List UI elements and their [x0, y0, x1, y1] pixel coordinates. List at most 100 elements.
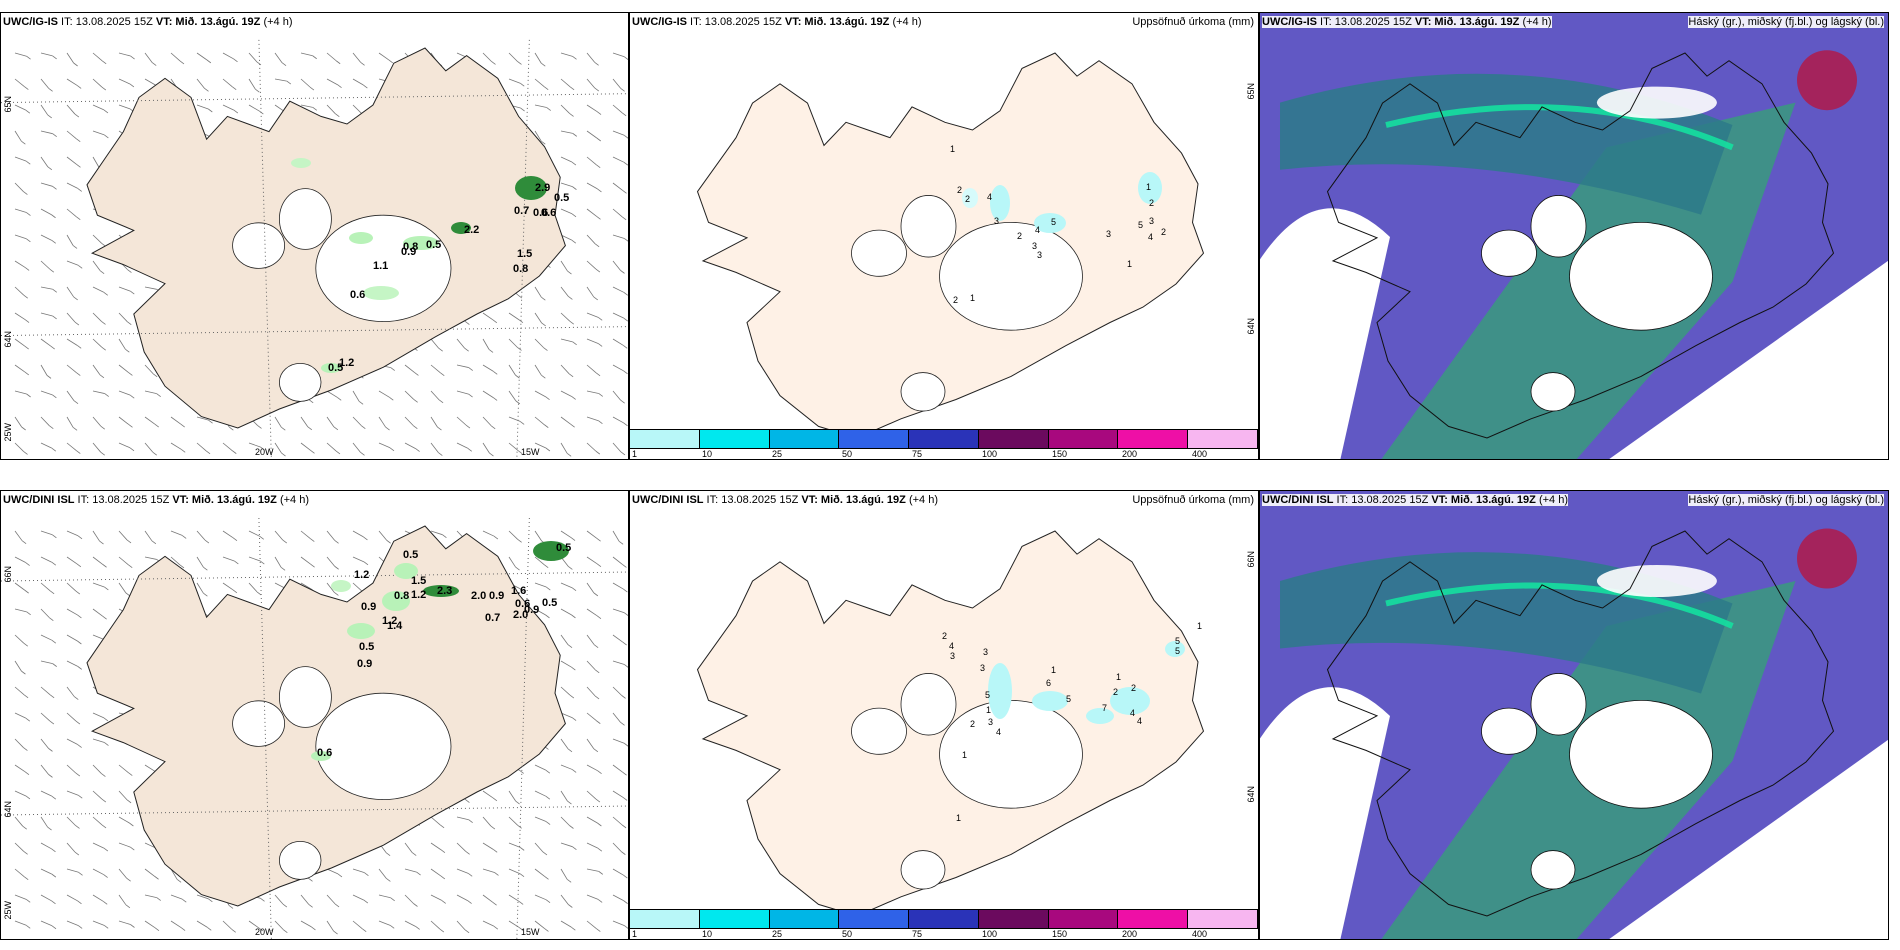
wind-barb — [40, 608, 54, 621]
wind-barb — [560, 764, 577, 773]
wind-barb — [40, 312, 57, 320]
wind-barb — [14, 660, 26, 675]
colorbar-segment — [630, 910, 700, 928]
wind-barb — [482, 530, 499, 540]
wind-barb — [222, 52, 238, 63]
wind-barb — [40, 182, 57, 190]
wind-barb — [300, 442, 315, 454]
wind-barb — [40, 260, 55, 273]
wind-barb — [586, 582, 599, 597]
wind-barb — [534, 364, 546, 379]
wind-barb — [612, 738, 628, 747]
shaded-area — [533, 541, 569, 561]
wind-barb — [456, 842, 470, 855]
wind-barb — [612, 530, 624, 545]
wind-barb — [456, 816, 473, 824]
value-label: 1.5 — [517, 248, 532, 260]
wind-barb — [612, 78, 625, 92]
wind-barb — [560, 208, 577, 218]
glacier — [232, 700, 286, 747]
lat-label: 65N — [3, 96, 13, 113]
value-label: 0.7 — [485, 612, 500, 624]
value-label: 4 — [1130, 708, 1135, 718]
wind-barb — [170, 52, 185, 65]
wind-barb — [66, 920, 83, 929]
wind-barb — [586, 790, 601, 803]
wind-barb — [170, 530, 187, 539]
wind-barb — [248, 556, 265, 565]
wind-barb — [612, 104, 627, 117]
wind-barb — [560, 260, 572, 275]
value-label: 2 — [1131, 683, 1136, 693]
wind-barb — [92, 920, 109, 929]
wind-barb — [430, 390, 444, 404]
wind-barb — [586, 260, 601, 273]
value-label: 2 — [953, 295, 958, 305]
clear-sky — [1596, 86, 1717, 119]
wind-barb — [560, 894, 573, 908]
wind-barb — [586, 78, 600, 92]
glacier — [1481, 707, 1537, 755]
wind-barb — [92, 286, 109, 296]
wind-barb — [66, 208, 81, 220]
colorbar-tick: 50 — [842, 929, 853, 939]
colorbar-tick: 150 — [1052, 929, 1068, 939]
wind-barb — [404, 364, 419, 376]
wind-barb — [66, 660, 82, 670]
shaded-area — [1086, 708, 1114, 724]
wind-barb — [274, 894, 288, 908]
wind-barb — [92, 790, 107, 803]
wind-barb — [534, 920, 549, 932]
wind-barb — [508, 52, 522, 65]
wind-barb — [560, 416, 575, 428]
wind-barb — [14, 686, 29, 699]
wind-barb — [560, 364, 574, 378]
wind-barb — [560, 52, 577, 60]
glacier — [278, 188, 332, 250]
wind-barb — [560, 712, 577, 721]
wind-barb — [118, 78, 135, 88]
wind-barb — [534, 608, 550, 619]
value-label: 4 — [949, 641, 954, 651]
wind-barb — [274, 920, 288, 933]
value-label: 4 — [987, 192, 992, 202]
wind-barb — [586, 390, 603, 397]
wind-barb — [170, 416, 185, 428]
value-label: 7 — [1102, 703, 1107, 713]
wind-barb — [612, 582, 628, 593]
wind-barb — [560, 78, 575, 91]
wind-barb — [508, 790, 520, 805]
wind-barb — [404, 868, 421, 876]
wind-barb — [534, 556, 549, 569]
lon-label: 20W — [255, 927, 274, 937]
wind-barb — [508, 338, 522, 351]
value-label: 1 — [950, 144, 955, 154]
value-label: 0.5 — [542, 597, 557, 609]
wind-barb — [612, 182, 627, 194]
wind-barb — [482, 842, 498, 853]
wind-barb — [612, 634, 627, 646]
value-label: 1 — [1051, 665, 1056, 675]
wind-barb — [92, 104, 109, 114]
value-label: 1.4 — [387, 620, 403, 632]
wind-barb — [274, 530, 288, 544]
wind-barb — [352, 52, 365, 66]
wind-barb — [66, 530, 83, 540]
wind-barb — [326, 530, 339, 544]
cloud-edge — [1385, 582, 1734, 629]
value-label: 1.2 — [339, 357, 354, 369]
lat-label: 66N — [3, 566, 13, 583]
wind-barb — [66, 234, 78, 249]
wind-map: 0.50.51.2 1.51.2 2.3 2.0 0.9 1.60.6 0.50.90.7 2… — [1, 517, 628, 939]
wind-barb — [118, 790, 132, 804]
wind-barb — [144, 894, 161, 901]
value-label: 0.7 — [514, 205, 529, 217]
wind-barb — [560, 338, 577, 346]
panel-right-title: Uppsöfnuð úrkoma (mm) — [1132, 494, 1254, 506]
wind-barb — [196, 416, 213, 424]
wind-barb — [66, 556, 82, 568]
wind-barb — [586, 842, 603, 852]
wind-barb — [40, 104, 52, 119]
value-label: 1 — [986, 705, 991, 715]
value-label: 4 — [1137, 716, 1142, 726]
